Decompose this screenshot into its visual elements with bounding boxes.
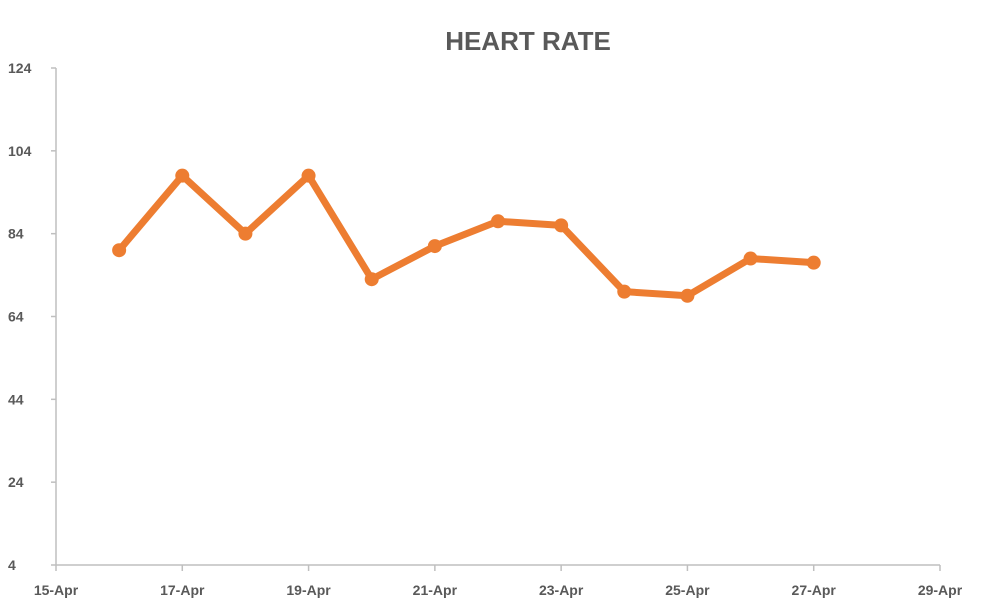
x-tick-label: 17-Apr — [160, 582, 205, 598]
y-tick-label: 84 — [8, 226, 24, 242]
data-point — [491, 214, 505, 229]
y-tick-label: 44 — [8, 391, 24, 407]
y-tick-label: 64 — [8, 309, 24, 325]
data-point — [806, 255, 821, 270]
y-axis-tick-labels: 4 24 44 64 84 104 124 — [8, 60, 32, 573]
x-tick-label: 29-Apr — [918, 582, 963, 598]
y-tick-label: 4 — [8, 557, 16, 573]
y-tick-label: 124 — [8, 60, 32, 76]
x-tick-label: 23-Apr — [539, 582, 584, 598]
y-tick-label: 104 — [8, 143, 32, 159]
data-point — [617, 284, 632, 299]
heart-rate-line — [115, 172, 818, 300]
x-tick-label: 25-Apr — [665, 582, 710, 598]
data-point — [112, 243, 127, 258]
data-point — [238, 226, 253, 241]
data-point — [301, 168, 316, 183]
data-point — [175, 168, 190, 183]
data-point — [364, 272, 379, 287]
x-tick-label: 27-Apr — [792, 582, 837, 598]
chart-title: HEART RATE — [445, 26, 611, 56]
y-tick-label: 24 — [8, 474, 24, 490]
axes — [51, 67, 941, 571]
data-point — [680, 288, 695, 303]
data-point — [743, 251, 758, 266]
series-layer — [112, 168, 821, 303]
data-point — [427, 239, 442, 254]
x-tick-label: 19-Apr — [286, 582, 331, 598]
x-tick-label: 21-Apr — [413, 582, 458, 598]
x-axis-tick-labels: 15-Apr 17-Apr 19-Apr 21-Apr 23-Apr 25-Apr 27-A… — [34, 582, 963, 598]
x-tick-label: 15-Apr — [34, 582, 79, 598]
data-point — [554, 218, 569, 233]
